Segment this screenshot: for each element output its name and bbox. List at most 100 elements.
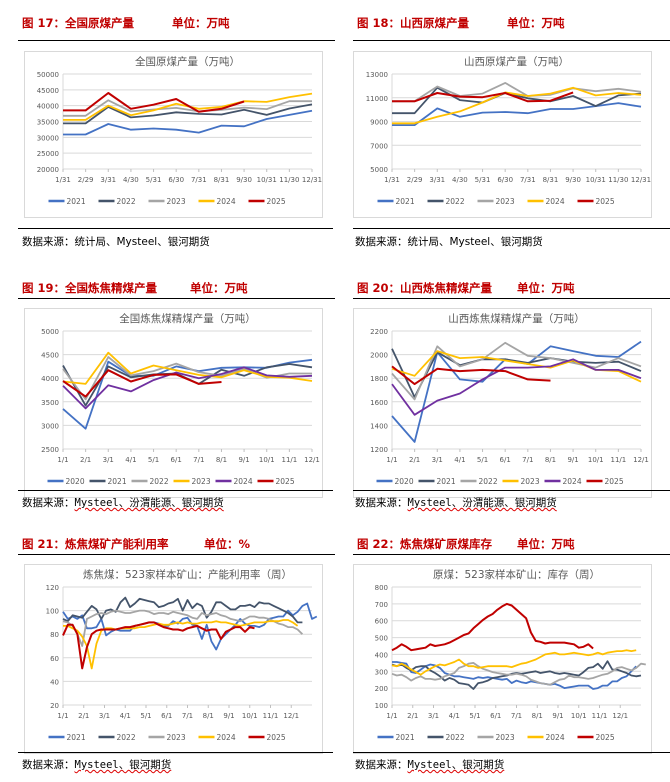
x-tick-label: 1/31 bbox=[384, 176, 400, 184]
x-tick-label: 3/1 bbox=[432, 456, 443, 464]
legend-label-2022: 2022 bbox=[150, 477, 169, 486]
chart-title: 全国原煤产量（万吨） bbox=[135, 55, 240, 68]
x-tick-label: 5/1 bbox=[140, 712, 151, 720]
figure-title: 图 21：炼焦煤矿产能利用率 单位：% bbox=[22, 536, 250, 552]
x-tick-label: 4/1 bbox=[120, 712, 131, 720]
x-tick-label: 9/1 bbox=[223, 712, 234, 720]
bottom-rule bbox=[18, 228, 333, 229]
legend-label-2021: 2021 bbox=[396, 733, 415, 742]
figure-label: 图 21：炼焦煤矿产能利用率 bbox=[22, 537, 169, 551]
legend-label-2020: 2020 bbox=[395, 477, 414, 486]
title-rule bbox=[18, 298, 335, 299]
x-tick-label: 11/1 bbox=[263, 712, 279, 720]
legend-label-2023: 2023 bbox=[167, 733, 186, 742]
figure-label: 图 19：全国炼焦精煤产量 bbox=[22, 281, 158, 295]
x-tick-label: 6/1 bbox=[161, 712, 172, 720]
series-line-2023 bbox=[62, 609, 304, 647]
x-tick-label: 8/1 bbox=[532, 712, 543, 720]
legend-label-2024: 2024 bbox=[217, 733, 236, 742]
figure-label: 图 18：山西原煤产量 bbox=[357, 16, 470, 30]
series-line-2024 bbox=[391, 358, 642, 416]
data-source: 数据来源：统计局、Mysteel、银河期货 bbox=[355, 234, 543, 249]
y-tick-label: 400 bbox=[375, 651, 388, 659]
x-tick-label: 6/30 bbox=[168, 176, 184, 184]
figure-title: 图 17：全国原煤产量 单位：万吨 bbox=[22, 15, 230, 31]
legend-label-2024: 2024 bbox=[546, 733, 565, 742]
x-tick-label: 10/31 bbox=[586, 176, 606, 184]
series-line-2020 bbox=[391, 340, 642, 443]
data-source: 数据来源：Mysteel、银河期货 bbox=[355, 757, 504, 772]
y-tick-label: 100 bbox=[375, 702, 388, 710]
legend-label-2025: 2025 bbox=[605, 477, 624, 486]
series-line-2024 bbox=[392, 86, 642, 125]
chart-svg: 山西炼焦煤精煤产量（万吨） 1200 1400 1600 1800 2000 2200 1/1… bbox=[370, 312, 649, 486]
x-tick-label: 2/29 bbox=[407, 176, 423, 184]
chart-national-coking-clean-coal: 全国炼焦煤精煤产量（万吨） 2500 3000 3500 4000 4500 5000 1/1… bbox=[24, 308, 323, 498]
source-text: Mysteel、银河期货 bbox=[407, 759, 505, 771]
x-tick-label: 1/1 bbox=[386, 456, 397, 464]
y-tick-label: 120 bbox=[46, 584, 59, 592]
x-tick-label: 7/1 bbox=[193, 456, 204, 464]
series-line-2022 bbox=[392, 86, 642, 115]
x-tick-label: 8/1 bbox=[216, 456, 227, 464]
series-line-2025 bbox=[392, 91, 574, 103]
x-tick-label: 7/1 bbox=[511, 712, 522, 720]
y-tick-label: 50000 bbox=[37, 71, 59, 79]
source-prefix: 数据来源： bbox=[22, 236, 75, 248]
legend-label-2023: 2023 bbox=[167, 197, 186, 206]
series-line-2024 bbox=[62, 366, 313, 410]
unit-label: 单位：万吨 bbox=[517, 281, 575, 295]
source-prefix: 数据来源： bbox=[355, 759, 408, 771]
series-line-2023 bbox=[63, 99, 312, 117]
legend-label-2023: 2023 bbox=[496, 197, 515, 206]
y-tick-label: 40000 bbox=[37, 103, 59, 111]
y-tick-label: 4000 bbox=[41, 375, 59, 383]
x-tick-label: 10/1 bbox=[571, 712, 587, 720]
x-tick-label: 12/1 bbox=[612, 712, 628, 720]
series-line-2023 bbox=[391, 662, 646, 686]
y-tick-label: 2000 bbox=[370, 352, 388, 360]
legend-label-2024: 2024 bbox=[234, 477, 253, 486]
y-tick-label: 600 bbox=[375, 618, 388, 626]
title-rule bbox=[18, 40, 335, 41]
y-tick-label: 20000 bbox=[37, 166, 59, 174]
chart-coking-mine-utilization: 炼焦煤：523家样本矿山：产能利用率（周） 20 40 60 80 100 120 1/1 2/… bbox=[24, 564, 323, 754]
series-line-2021 bbox=[62, 602, 318, 651]
chart-title: 炼焦煤：523家样本矿山：产能利用率（周） bbox=[83, 568, 292, 581]
y-tick-label: 500 bbox=[375, 635, 388, 643]
x-tick-label: 6/30 bbox=[497, 176, 513, 184]
x-tick-label: 6/1 bbox=[500, 456, 511, 464]
chart-svg: 全国原煤产量（万吨） 20000 25000 30000 35000 40000 45000… bbox=[37, 55, 322, 206]
y-tick-label: 80 bbox=[50, 631, 59, 639]
y-tick-label: 1200 bbox=[370, 446, 388, 454]
y-tick-label: 11000 bbox=[366, 95, 388, 103]
figure-title: 图 20：山西炼焦精煤产量 单位：万吨 bbox=[357, 280, 575, 296]
legend-label-2025: 2025 bbox=[276, 477, 295, 486]
y-tick-label: 7000 bbox=[370, 142, 388, 150]
series-line-2021 bbox=[391, 348, 642, 398]
chart-title: 山西炼焦煤精煤产量（万吨） bbox=[448, 312, 585, 325]
unit-label: 单位：% bbox=[204, 537, 251, 551]
x-tick-label: 4/30 bbox=[452, 176, 468, 184]
panel-fig17: 图 17：全国原煤产量 单位：万吨 全国原煤产量（万吨） 20000 25000 300… bbox=[0, 0, 335, 260]
legend-label-2022: 2022 bbox=[479, 477, 498, 486]
figure-title: 图 22：炼焦煤矿原煤库存 单位：万吨 bbox=[357, 536, 575, 552]
x-tick-label: 9/1 bbox=[552, 712, 563, 720]
series-line-2021 bbox=[392, 661, 637, 690]
legend-label-2024: 2024 bbox=[563, 477, 582, 486]
series-line-2023 bbox=[392, 81, 642, 103]
x-tick-label: 5/1 bbox=[477, 456, 488, 464]
y-tick-label: 60 bbox=[50, 655, 59, 663]
legend-label-2020: 2020 bbox=[66, 477, 85, 486]
x-tick-label: 1/1 bbox=[57, 456, 68, 464]
y-tick-label: 25000 bbox=[37, 150, 59, 158]
x-tick-label: 9/30 bbox=[565, 176, 581, 184]
series-line-2025 bbox=[62, 621, 255, 670]
legend-label-2024: 2024 bbox=[546, 197, 565, 206]
figure-label: 图 22：炼焦煤矿原煤库存 bbox=[357, 537, 493, 551]
x-tick-label: 5/1 bbox=[148, 456, 159, 464]
series-line-2024 bbox=[63, 619, 299, 670]
unit-label: 单位：万吨 bbox=[190, 281, 248, 295]
y-tick-label: 13000 bbox=[366, 71, 388, 79]
series-line-2025 bbox=[391, 602, 594, 652]
